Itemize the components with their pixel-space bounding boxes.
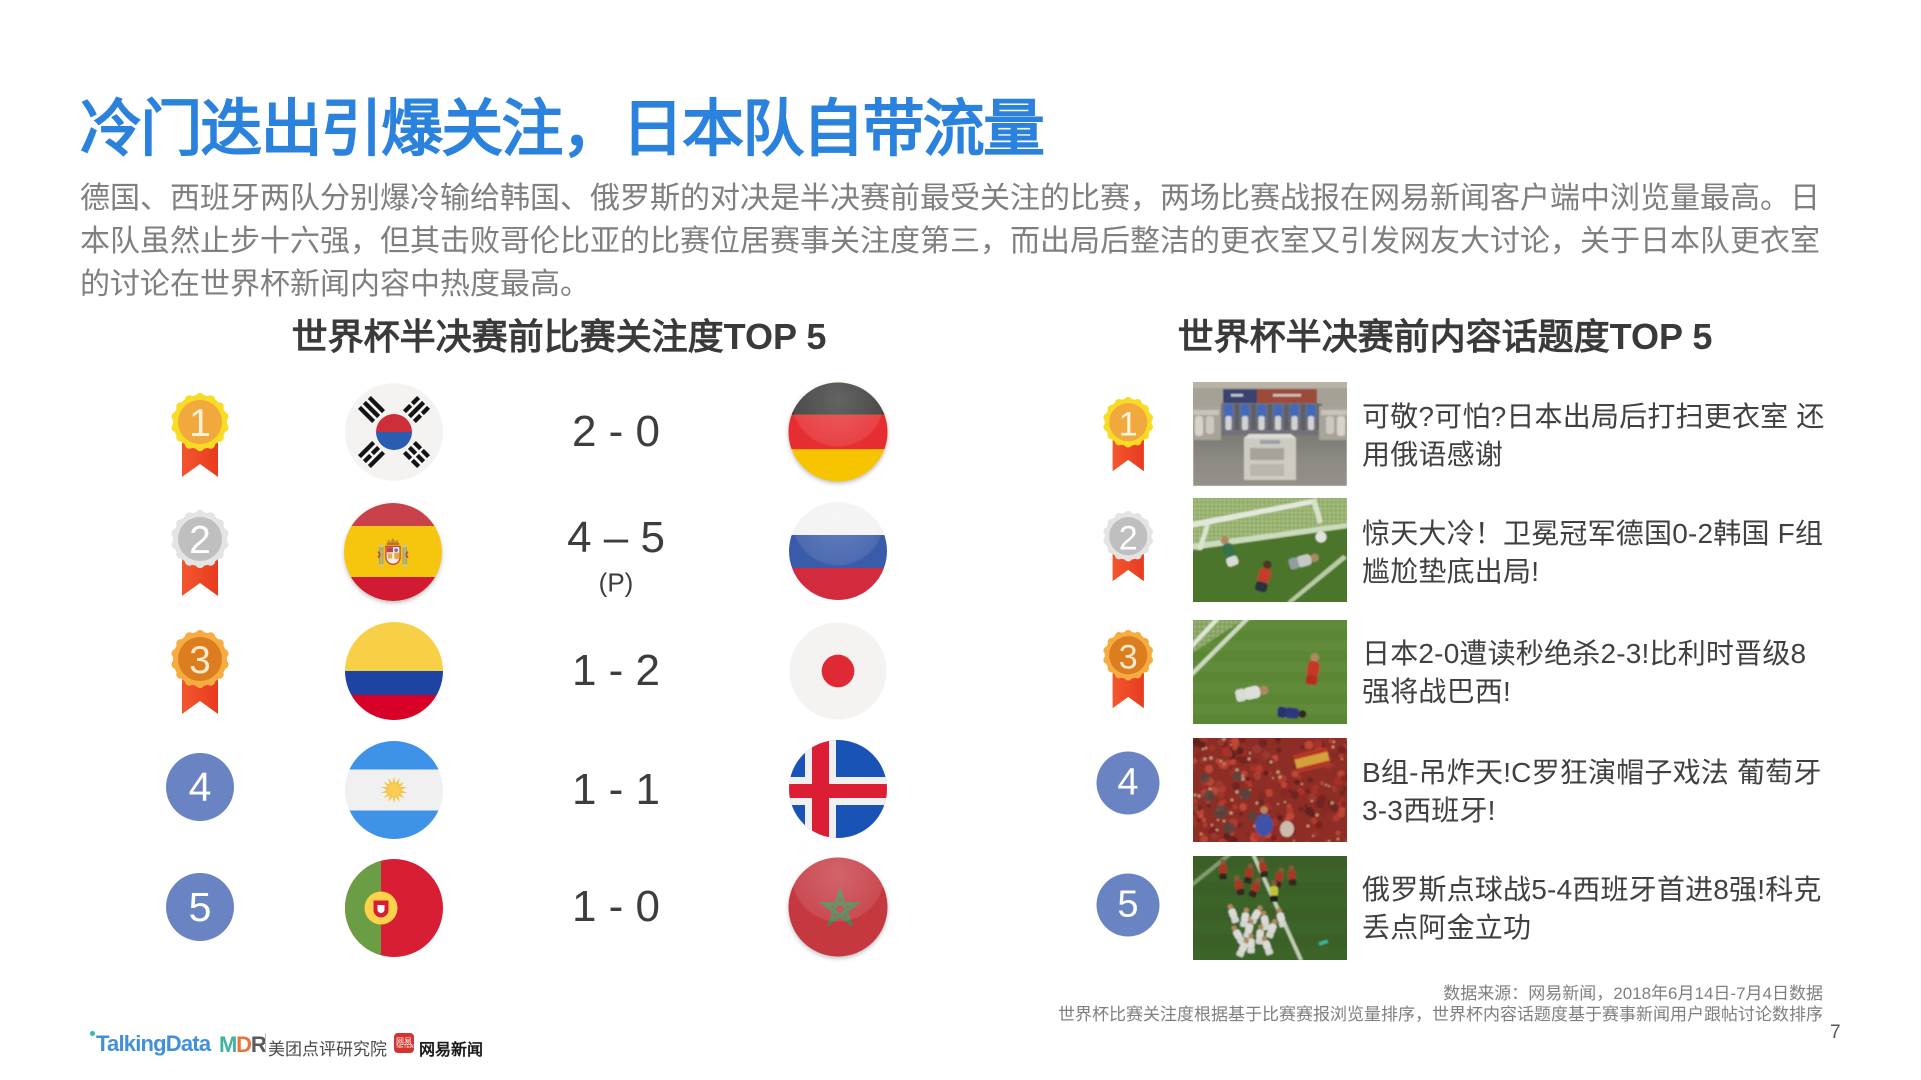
svg-text:2: 2: [189, 519, 211, 562]
svg-text:3: 3: [189, 639, 211, 682]
svg-text:3: 3: [1119, 638, 1138, 676]
svg-text:1: 1: [189, 402, 211, 445]
svg-text:2: 2: [1119, 519, 1138, 557]
svg-text:1: 1: [1119, 405, 1138, 443]
